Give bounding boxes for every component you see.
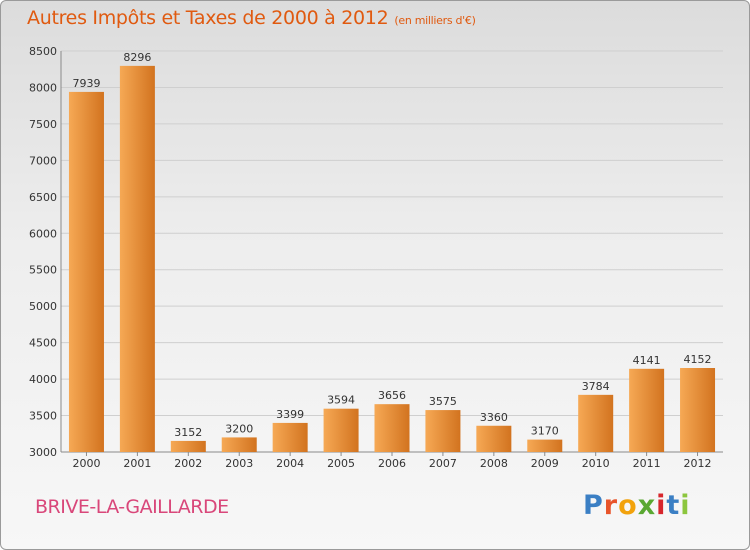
- bar-value-label: 4152: [684, 353, 712, 366]
- y-tick-label: 6500: [29, 191, 57, 204]
- logo-letter: i: [680, 490, 691, 521]
- x-tick-label: 2000: [72, 457, 100, 470]
- chart-title: Autres Impôts et Taxes de 2000 à 2012 (en…: [27, 7, 476, 29]
- bar: [425, 410, 461, 452]
- y-tick-label: 6000: [29, 227, 57, 240]
- bar-value-label: 3200: [225, 422, 253, 435]
- bar-value-label: 3784: [582, 380, 610, 393]
- chart-title-text: Autres Impôts et Taxes de 2000 à 2012: [27, 7, 389, 29]
- x-tick-label: 2003: [225, 457, 253, 470]
- bar-value-label: 3575: [429, 395, 457, 408]
- chart-subtitle: (en milliers d'€): [394, 14, 476, 27]
- bar: [476, 425, 512, 452]
- bar: [221, 437, 257, 452]
- bar: [272, 422, 308, 452]
- y-tick-label: 7000: [29, 154, 57, 167]
- x-tick-label: 2010: [582, 457, 610, 470]
- bar-value-label: 4141: [633, 354, 661, 367]
- bar-value-label: 3170: [531, 425, 559, 438]
- logo-letter: o: [618, 490, 638, 521]
- x-tick-label: 2007: [429, 457, 457, 470]
- x-tick-label: 2001: [123, 457, 151, 470]
- y-tick-label: 3000: [29, 446, 57, 459]
- bar: [374, 404, 410, 452]
- y-tick-label: 4500: [29, 337, 57, 350]
- bar: [323, 408, 359, 452]
- bar-value-label: 3656: [378, 389, 406, 402]
- logo-letter: i: [656, 490, 667, 521]
- bar-value-label: 3152: [174, 426, 202, 439]
- logo-letter: P: [583, 490, 604, 521]
- label-layer: 7939 8296 3152 3200 3399 3594 3656 3575 3360 3170…: [72, 51, 711, 439]
- x-tick-label: 2009: [531, 457, 559, 470]
- logo-letter: x: [637, 490, 657, 521]
- logo-letter: r: [603, 490, 619, 521]
- logo-letter: t: [666, 490, 681, 521]
- x-tick-label: 2005: [327, 457, 355, 470]
- axis-layer: 3000 3500 4000 4500 5000 5500 6000 6500 7000 7500…: [29, 45, 723, 470]
- bar-value-label: 3594: [327, 394, 355, 407]
- bar: [119, 65, 155, 453]
- y-tick-label: 5500: [29, 264, 57, 277]
- bar: [578, 394, 614, 452]
- bar-layer: [68, 65, 716, 453]
- x-tick-label: 2011: [633, 457, 661, 470]
- y-tick-label: 4000: [29, 373, 57, 386]
- bar: [680, 368, 716, 452]
- x-tick-label: 2006: [378, 457, 406, 470]
- x-tick-label: 2008: [480, 457, 508, 470]
- bar: [629, 368, 665, 452]
- x-tick-label: 2012: [684, 457, 712, 470]
- y-tick-label: 8000: [29, 81, 57, 94]
- y-tick-label: 5000: [29, 300, 57, 313]
- y-tick-label: 7500: [29, 118, 57, 131]
- bar: [68, 91, 104, 452]
- x-tick-label: 2002: [174, 457, 202, 470]
- bar: [170, 440, 206, 452]
- x-tick-label: 2004: [276, 457, 304, 470]
- proxiti-logo: Proxiti: [583, 490, 691, 521]
- y-tick-label: 3500: [29, 410, 57, 423]
- y-tick-label: 8500: [29, 45, 57, 58]
- bar-value-label: 7939: [72, 77, 100, 90]
- bar-value-label: 3399: [276, 408, 304, 421]
- bar: [527, 439, 563, 452]
- city-name: BRIVE-LA-GAILLARDE: [35, 496, 229, 518]
- bar-value-label: 3360: [480, 411, 508, 424]
- bar-value-label: 8296: [123, 51, 151, 64]
